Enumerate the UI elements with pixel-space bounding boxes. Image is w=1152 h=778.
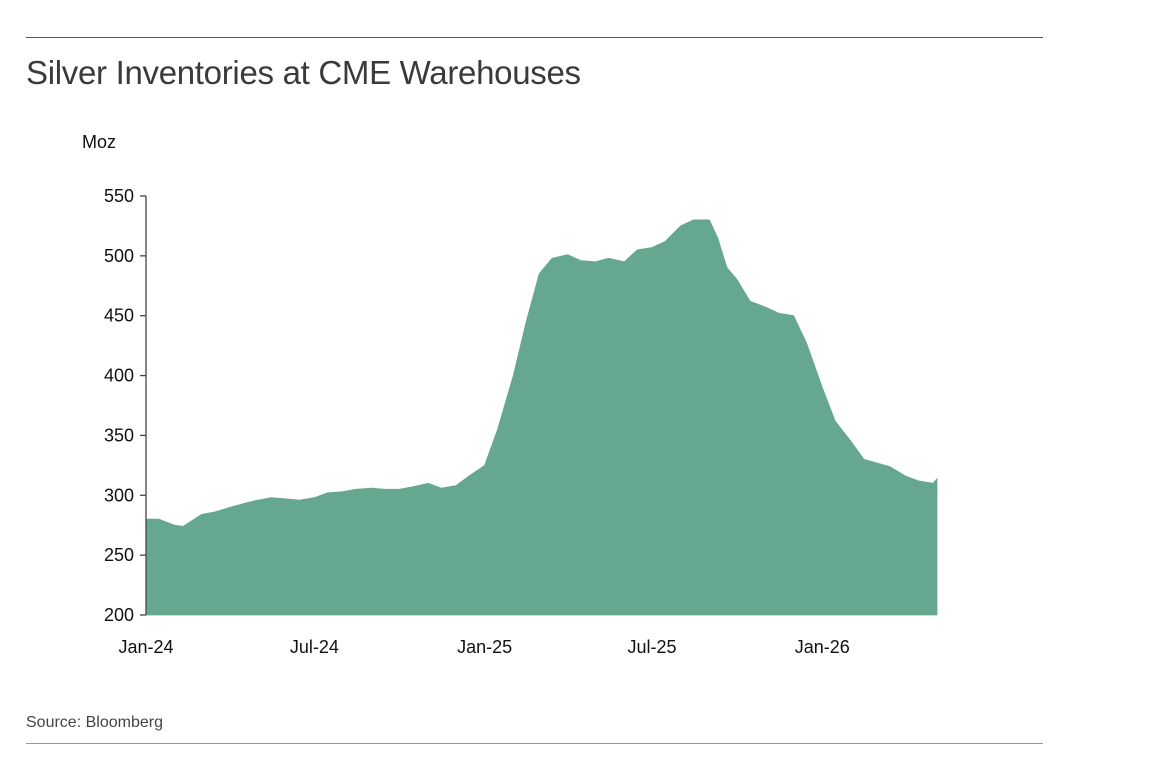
chart-title: Silver Inventories at CME Warehouses [26,54,581,91]
top-rule [26,37,1043,38]
y-tick-labels: 200 250 300 350 400 450 500 550 [104,186,134,625]
x-tick-label: Jul-25 [628,637,677,657]
axis-layer [140,195,147,616]
x-tick-label: Jan-25 [457,637,512,657]
x-tick-label: Jan-24 [118,637,173,657]
y-tick-label: 200 [104,605,134,625]
x-tick-label: Jul-24 [290,637,339,657]
y-tick-label: 400 [104,366,134,386]
area-layer [145,219,938,616]
source-note: Source: Bloomberg [26,714,163,731]
x-tick-labels: Jan-24 Jul-24 Jan-25 Jul-25 Jan-26 [118,637,849,657]
chart: Moz 200 250 300 350 400 450 500 550 Jan-24 Jul-2… [82,132,938,657]
y-tick-label: 550 [104,186,134,206]
y-tick-label: 450 [104,306,134,326]
y-tick-label: 300 [104,485,134,505]
y-tick-label: 250 [104,545,134,565]
series-area [145,219,938,616]
y-tick-label: 350 [104,425,134,445]
y-tick-label: 500 [104,246,134,266]
bottom-rule [26,743,1043,744]
y-unit-label: Moz [82,132,116,152]
x-tick-label: Jan-26 [795,637,850,657]
